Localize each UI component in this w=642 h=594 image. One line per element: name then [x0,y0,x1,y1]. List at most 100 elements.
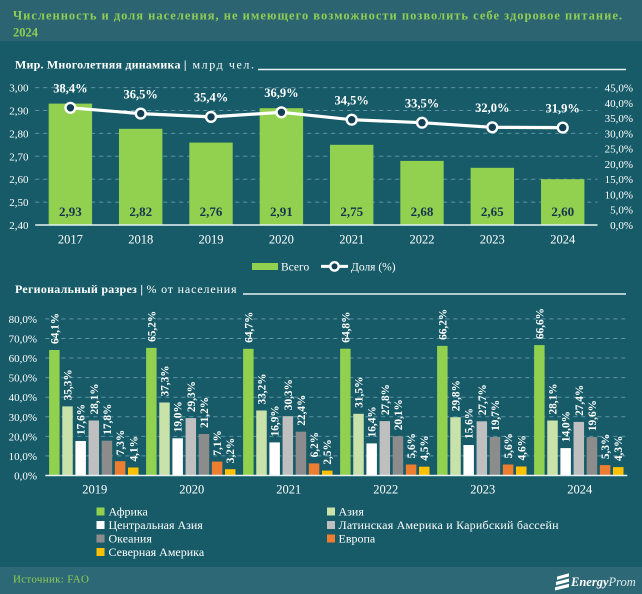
svg-text:65,2%: 65,2% [146,311,158,342]
svg-text:35,4%: 35,4% [194,91,228,105]
svg-text:10,0%: 10,0% [9,451,37,463]
svg-text:Региональный разрез |: Региональный разрез | [15,282,143,296]
svg-text:15,6%: 15,6% [464,408,476,439]
svg-text:19,0%: 19,0% [173,401,185,432]
svg-text:19,7%: 19,7% [490,400,502,431]
svg-text:2,5%: 2,5% [322,439,334,464]
svg-text:60,0%: 60,0% [9,353,37,365]
svg-text:2024: 2024 [567,482,593,496]
svg-text:27,4%: 27,4% [574,385,586,416]
svg-text:22,4%: 22,4% [296,395,308,426]
svg-text:2,60: 2,60 [9,174,29,186]
svg-text:2,70: 2,70 [9,151,29,163]
svg-text:5,6%: 5,6% [503,433,515,458]
svg-text:Источник: FAO: Источник: FAO [13,573,89,585]
svg-text:27,8%: 27,8% [380,384,392,415]
svg-text:2019: 2019 [199,232,224,246]
svg-text:20,0%: 20,0% [605,159,633,171]
svg-text:45,0%: 45,0% [605,83,633,95]
svg-text:Африка: Африка [109,505,149,519]
svg-text:0,0%: 0,0% [14,471,37,483]
svg-text:Мир. Многолетняя динамика |: Мир. Многолетняя динамика | [15,58,187,72]
svg-text:3,2%: 3,2% [225,438,237,463]
svg-text:66,6%: 66,6% [534,308,546,339]
svg-text:35,0%: 35,0% [605,113,633,125]
svg-text:33,5%: 33,5% [405,97,439,111]
svg-text:66,2%: 66,2% [437,309,449,340]
svg-text:2023: 2023 [470,482,495,496]
svg-text:4,6%: 4,6% [516,435,528,460]
svg-text:32,0%: 32,0% [475,101,509,115]
svg-text:19,6%: 19,6% [587,400,599,431]
svg-text:70,0%: 70,0% [9,334,37,346]
svg-text:30,3%: 30,3% [283,379,295,410]
svg-text:34,5%: 34,5% [335,94,369,108]
svg-text:20,1%: 20,1% [393,399,405,430]
svg-text:7,1%: 7,1% [212,430,224,455]
svg-text:2017: 2017 [58,232,83,246]
svg-text:35,3%: 35,3% [63,369,75,400]
svg-text:25,0%: 25,0% [605,144,633,156]
svg-text:Северная Америка: Северная Америка [109,545,205,559]
svg-text:4,1%: 4,1% [128,436,140,461]
svg-text:0,0%: 0,0% [610,220,633,232]
svg-text:2020: 2020 [269,232,294,246]
svg-text:20,0%: 20,0% [9,431,37,443]
svg-text:Азия: Азия [339,505,365,519]
svg-text:2,40: 2,40 [9,220,29,232]
svg-text:64,1%: 64,1% [49,313,61,344]
svg-text:Европа: Европа [339,532,376,546]
svg-text:36,5%: 36,5% [124,87,158,101]
svg-text:64,8%: 64,8% [340,312,352,343]
svg-text:2,91: 2,91 [270,204,293,219]
svg-text:64,7%: 64,7% [243,312,255,343]
svg-text:27,7%: 27,7% [477,384,489,415]
svg-text:2021: 2021 [276,482,301,496]
svg-text:2019: 2019 [82,482,107,496]
svg-text:7,3%: 7,3% [115,430,127,455]
svg-text:21,2%: 21,2% [199,397,211,428]
svg-text:2,68: 2,68 [411,204,434,219]
svg-text:2,80: 2,80 [9,128,29,140]
svg-text:Доля (%): Доля (%) [351,261,396,273]
svg-text:2024: 2024 [13,25,39,39]
svg-text:2022: 2022 [373,482,398,496]
svg-text:2024: 2024 [550,232,576,246]
svg-text:2,76: 2,76 [200,204,223,219]
svg-text:80,0%: 80,0% [9,314,37,326]
svg-text:2018: 2018 [128,232,153,246]
svg-text:33,2%: 33,2% [257,373,269,404]
svg-text:40,0%: 40,0% [9,392,37,404]
svg-text:4,3%: 4,3% [613,436,625,461]
svg-text:37,3%: 37,3% [160,365,172,396]
svg-text:2,75: 2,75 [340,204,363,219]
svg-text:Центральная Азия: Центральная Азия [109,518,204,532]
svg-text:2,93: 2,93 [59,204,82,219]
svg-text:50,0%: 50,0% [9,373,37,385]
svg-text:2,90: 2,90 [9,106,29,118]
svg-text:17,6%: 17,6% [76,404,88,435]
svg-text:4,5%: 4,5% [419,435,431,460]
svg-text:15,0%: 15,0% [605,174,633,186]
svg-text:Латинская Америка и Карибский: Латинская Америка и Карибский бассейн [339,518,560,532]
svg-text:2020: 2020 [179,482,204,496]
svg-text:2022: 2022 [410,232,435,246]
svg-text:Численность и доля населения,: Численность и доля населения, не имеющег… [13,8,622,22]
svg-text:2023: 2023 [480,232,505,246]
svg-text:29,8%: 29,8% [451,380,463,411]
svg-text:5,0%: 5,0% [610,205,633,217]
svg-text:5,3%: 5,3% [600,434,612,459]
svg-text:31,9%: 31,9% [546,101,580,115]
svg-text:16,4%: 16,4% [367,406,379,437]
svg-text:2021: 2021 [339,232,364,246]
svg-text:17,8%: 17,8% [102,404,114,435]
svg-text:2,65: 2,65 [481,204,504,219]
svg-text:EnergyProm: EnergyProm [570,575,636,589]
svg-text:30,0%: 30,0% [605,128,633,140]
svg-text:16,9%: 16,9% [270,405,282,436]
svg-text:2,82: 2,82 [129,204,152,219]
svg-text:29,3%: 29,3% [186,381,198,412]
svg-text:2,50: 2,50 [9,197,29,209]
svg-text:Всего: Всего [281,261,309,273]
svg-text:3,00: 3,00 [9,83,29,95]
